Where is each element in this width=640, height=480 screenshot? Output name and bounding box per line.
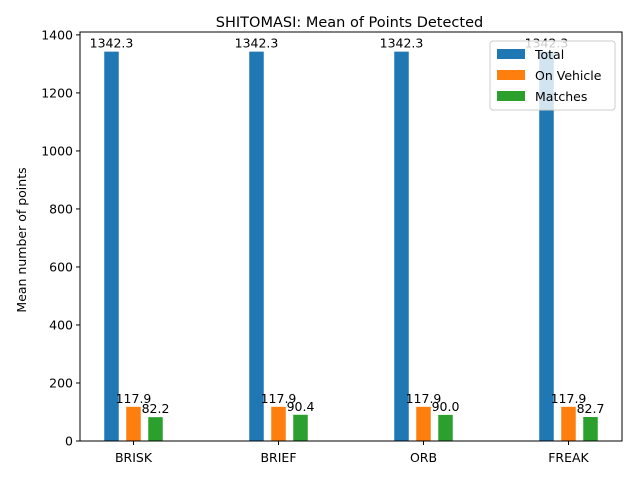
y-tick-label: 1400 bbox=[41, 27, 73, 42]
bar-total-brief bbox=[249, 51, 264, 441]
x-tick-label: ORB bbox=[410, 450, 437, 465]
data-label: 117.9 bbox=[406, 391, 442, 406]
data-label: 1342.3 bbox=[380, 36, 424, 51]
y-tick-label: 1000 bbox=[41, 143, 73, 158]
legend-label: Matches bbox=[535, 89, 587, 104]
bars-layer bbox=[104, 51, 598, 441]
x-tick-label: FREAK bbox=[548, 450, 589, 465]
x-tick-label: BRISK bbox=[115, 450, 153, 465]
data-label: 90.4 bbox=[287, 399, 315, 414]
y-tick-label: 0 bbox=[65, 434, 73, 449]
data-label: 90.0 bbox=[432, 399, 460, 414]
bar-matches-orb bbox=[438, 414, 453, 441]
bar-matches-freak bbox=[583, 417, 598, 441]
bar-on-vehicle-orb bbox=[416, 406, 431, 441]
axes-layer: 0 200 400 600 800 1000 1200 1400 BRISK BRIEF ORB FR… bbox=[41, 27, 623, 465]
data-label: 117.9 bbox=[551, 391, 587, 406]
bar-total-freak bbox=[539, 51, 554, 441]
bar-matches-brisk bbox=[148, 417, 163, 441]
bar-matches-brief bbox=[293, 414, 308, 441]
y-tick-label: 200 bbox=[49, 375, 73, 390]
data-label: 117.9 bbox=[261, 391, 297, 406]
bar-total-brisk bbox=[104, 51, 119, 441]
data-label: 82.7 bbox=[577, 401, 605, 416]
plot-frame bbox=[79, 31, 623, 442]
legend-swatch-on-vehicle bbox=[497, 70, 525, 80]
y-tick-label: 600 bbox=[49, 259, 73, 274]
y-axis-label: Mean number of points bbox=[14, 167, 29, 312]
bar-total-orb bbox=[394, 51, 409, 441]
legend-swatch-matches bbox=[497, 91, 525, 101]
legend-swatch-total bbox=[497, 49, 525, 59]
y-tick-label: 400 bbox=[49, 317, 73, 332]
bar-on-vehicle-brisk bbox=[126, 406, 141, 441]
chart-title: SHITOMASI: Mean of Points Detected bbox=[216, 15, 483, 31]
legend-label: On Vehicle bbox=[535, 68, 602, 83]
data-label: 1342.3 bbox=[90, 36, 134, 51]
data-labels-layer: 1342.3117.982.21342.3117.990.41342.3117.… bbox=[90, 36, 605, 417]
legend-label: Total bbox=[534, 47, 564, 62]
data-label: 117.9 bbox=[116, 391, 152, 406]
bar-on-vehicle-freak bbox=[561, 406, 576, 441]
data-label: 1342.3 bbox=[235, 36, 279, 51]
y-tick-label: 1200 bbox=[41, 85, 73, 100]
y-tick-label: 800 bbox=[49, 201, 73, 216]
bar-on-vehicle-brief bbox=[271, 406, 286, 441]
data-label: 82.2 bbox=[142, 401, 170, 416]
legend: Total On Vehicle Matches bbox=[489, 40, 616, 111]
x-tick-label: BRIEF bbox=[260, 450, 296, 465]
